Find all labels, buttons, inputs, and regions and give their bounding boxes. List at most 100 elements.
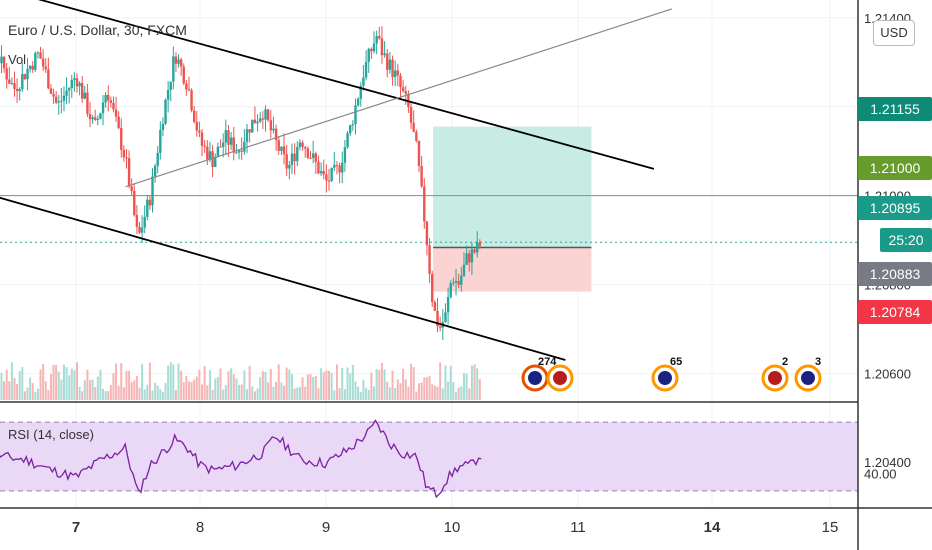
volume-bar xyxy=(107,391,110,400)
candle-body xyxy=(444,312,447,323)
candle-body xyxy=(88,113,92,120)
volume-bar xyxy=(423,377,426,400)
event-count-3: 2 xyxy=(782,356,789,368)
candle-body xyxy=(216,146,220,158)
trend-line-upper-channel xyxy=(37,0,655,170)
volume-bar xyxy=(320,368,323,400)
volume-bar xyxy=(296,387,299,400)
volume-bar xyxy=(112,373,115,400)
candle-body xyxy=(232,137,235,153)
volume-bar xyxy=(447,381,450,400)
candle-body xyxy=(133,190,136,215)
event-flag-inner-icon xyxy=(801,371,815,385)
candle-body xyxy=(47,69,50,89)
candle-body xyxy=(8,79,11,84)
volume-bar xyxy=(410,363,413,400)
volume-bar xyxy=(159,389,162,400)
candle-body xyxy=(330,167,333,181)
volume-bar xyxy=(18,371,21,400)
candle-body xyxy=(367,48,370,62)
volume-bar xyxy=(328,370,331,400)
candle-body xyxy=(462,264,466,276)
volume-bar xyxy=(55,365,58,400)
volume-bar xyxy=(60,379,63,400)
volume-bar xyxy=(102,388,105,400)
event-flag-inner-icon xyxy=(528,371,542,385)
event-count-1: 274 xyxy=(538,356,557,368)
candle-body xyxy=(364,61,368,78)
volume-bar xyxy=(187,381,190,400)
candle-body xyxy=(41,58,45,67)
volume-bar xyxy=(431,384,434,400)
candle-body xyxy=(375,36,378,44)
candle-body xyxy=(356,98,360,106)
volume-bar xyxy=(26,387,29,400)
candle-body xyxy=(208,151,212,160)
candle-body xyxy=(99,113,102,119)
candle-body xyxy=(399,75,402,88)
volume-bar xyxy=(78,386,81,400)
candle-body xyxy=(60,100,63,102)
candle-body xyxy=(57,101,60,103)
volume-bar xyxy=(415,391,418,400)
x-tick-label: 9 xyxy=(322,519,330,536)
price-tag-stop: 1.20784 xyxy=(858,300,932,324)
volume-bar xyxy=(365,387,368,400)
volume-bar xyxy=(235,378,238,400)
currency-button[interactable]: USD xyxy=(873,20,915,46)
volume-bar xyxy=(91,379,94,400)
candle-body xyxy=(417,140,421,166)
volume-bar xyxy=(441,388,444,400)
volume-bar xyxy=(248,365,251,400)
event-flag-inner-icon xyxy=(768,371,782,385)
candle-body xyxy=(122,149,126,158)
volume-bar xyxy=(96,376,99,400)
volume-bar xyxy=(322,372,325,400)
candle-body xyxy=(182,66,185,84)
volume-bar xyxy=(259,377,262,400)
volume-bar xyxy=(304,386,307,400)
candle-body xyxy=(151,176,154,206)
volume-bar xyxy=(230,368,233,400)
candle-body xyxy=(237,150,241,153)
volume-bar xyxy=(261,371,264,400)
x-tick-label: 8 xyxy=(196,519,204,536)
stop-zone xyxy=(433,247,592,292)
candles xyxy=(0,26,482,340)
candle-body xyxy=(187,89,191,91)
volume-bar xyxy=(264,372,267,400)
volume-bar xyxy=(138,387,141,400)
volume-bar xyxy=(380,362,383,400)
candle-body xyxy=(285,154,288,169)
candle-body xyxy=(120,128,123,150)
candle-body xyxy=(272,128,275,131)
volume-bar xyxy=(21,367,24,400)
candle-body xyxy=(235,152,238,154)
volume-bar xyxy=(330,372,333,400)
candle-body xyxy=(468,253,471,263)
volume-bar xyxy=(256,388,259,400)
volume-bar xyxy=(402,368,405,400)
candle-body xyxy=(436,310,439,327)
rsi-panel xyxy=(0,401,858,499)
candle-body xyxy=(449,283,452,298)
volume-bar xyxy=(243,370,246,400)
candle-body xyxy=(94,117,97,120)
target-zone xyxy=(433,126,592,248)
volume-bar xyxy=(219,368,222,400)
volume-bar xyxy=(269,368,272,400)
volume-bar xyxy=(86,369,89,400)
volume-bar xyxy=(240,384,243,400)
candle-body xyxy=(465,253,468,265)
volume-bar xyxy=(378,370,381,400)
x-tick-label: 10 xyxy=(444,519,461,536)
candle-body xyxy=(107,94,110,101)
candle-body xyxy=(446,297,450,313)
volume-bar xyxy=(433,385,436,400)
price-tag-last: 1.20895 xyxy=(858,196,932,220)
trend-line-lower-channel xyxy=(0,196,566,361)
volume-bar xyxy=(206,385,209,400)
candle-body xyxy=(13,83,16,89)
volume-bar xyxy=(301,377,304,400)
volume-bar xyxy=(89,380,92,400)
